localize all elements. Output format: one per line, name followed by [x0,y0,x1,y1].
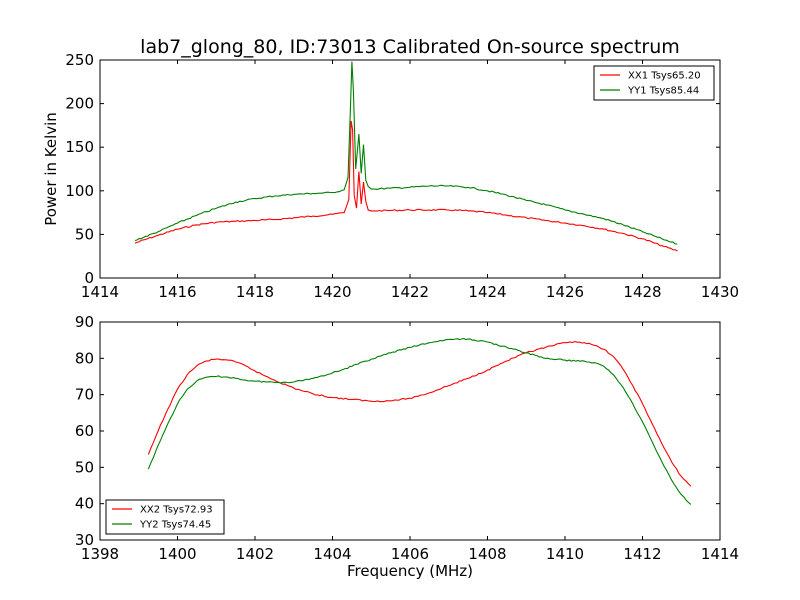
x-tick-label: 1416 [158,283,196,301]
x-axis-label: Frequency (MHz) [347,562,473,580]
x-tick-label: 1404 [313,545,351,563]
y-tick-label: 100 [65,182,94,200]
series-line-yy1 [134,61,678,245]
legend-label: XX1 Tsys65.20 [628,71,701,82]
x-tick-label: 1418 [236,283,274,301]
y-axis-label: Power in Kelvin [42,112,60,226]
x-tick-label: 1408 [468,545,506,563]
y-tick-label: 60 [75,422,94,440]
legend: XX2 Tsys72.93 YY2 Tsys74.45 [105,499,225,535]
x-tick-label: 1428 [623,283,661,301]
x-tick-label: 1422 [391,283,429,301]
x-tick-label: 1402 [236,545,274,563]
y-tick-label: 50 [75,458,94,476]
x-tick-label: 1400 [158,545,196,563]
legend-label: XX2 Tsys72.93 [140,505,213,516]
y-tick-label: 50 [75,225,94,243]
x-tick-label: 1424 [468,283,506,301]
x-tick-label: 1420 [313,283,351,301]
y-tick-label: 90 [75,313,94,331]
top-spectrum-plot: 1414 1416 1418 1420 1422 1424 1426 1428 1430 0 50 1… [42,51,739,301]
x-tick-label: 1406 [391,545,429,563]
y-tick-label: 0 [84,269,94,287]
y-tick-label: 80 [75,349,94,367]
series-line-xx1 [134,120,678,252]
x-tick-label: 1430 [701,283,739,301]
legend-box [593,65,715,101]
x-tick-label: 1410 [546,545,584,563]
bottom-spectrum-plot: 1398 1400 1402 1404 1406 1408 1410 1412 1414 30 40… [75,313,739,580]
x-tick-label: 1414 [81,283,119,301]
legend-box [105,499,225,535]
series-line-xx2 [147,341,692,487]
y-tick-label: 30 [75,531,94,549]
y-tick-label: 70 [75,386,94,404]
x-tick-label: 1426 [546,283,584,301]
series-line-yy2 [147,337,692,505]
legend-label: YY2 Tsys74.45 [139,520,211,531]
legend: XX1 Tsys65.20 YY1 Tsys85.44 [593,65,715,101]
x-tick-label: 1398 [81,545,119,563]
chart-title: lab7_glong_80, ID:73013 Calibrated On-so… [140,36,680,58]
x-tick-label: 1414 [701,545,739,563]
legend-label: YY1 Tsys85.44 [627,86,699,97]
y-tick-label: 150 [65,138,94,156]
y-tick-label: 250 [65,51,94,69]
x-tick-label: 1412 [623,545,661,563]
y-tick-label: 40 [75,495,94,513]
y-tick-label: 200 [65,95,94,113]
